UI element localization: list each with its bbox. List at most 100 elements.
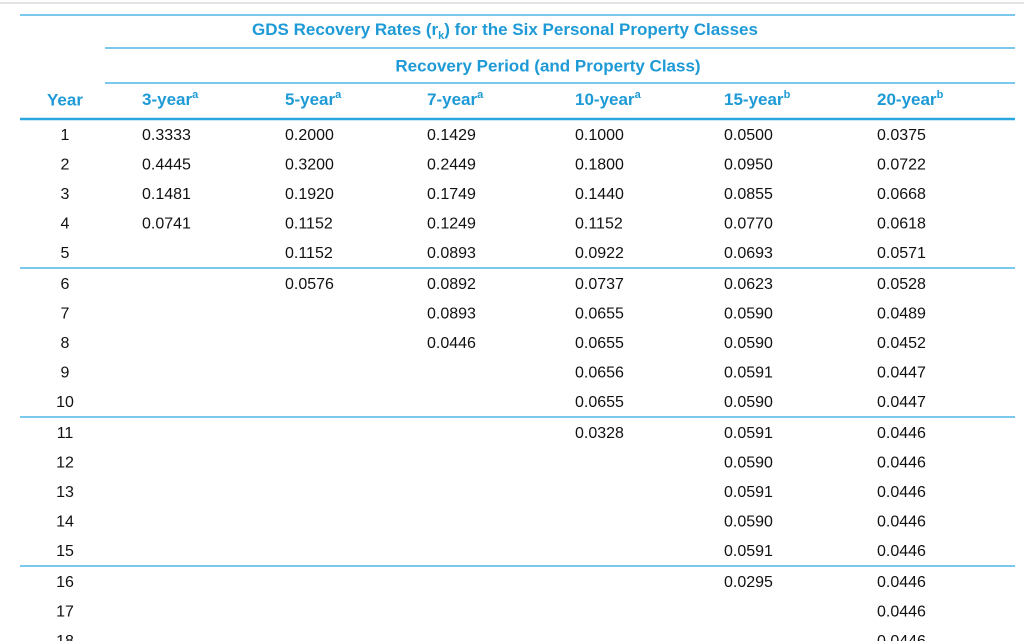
rate-cell: 0.0375	[877, 127, 926, 144]
rate-cell: 0.0489	[877, 306, 926, 323]
rate-cell: 0.1000	[575, 127, 624, 144]
year-cell: 9	[61, 364, 70, 381]
rate-cell: 0.0655	[575, 306, 624, 323]
rate-cell: 0.0446	[877, 455, 926, 472]
column-note: a	[477, 89, 484, 101]
column-note: a	[192, 89, 199, 101]
rate-cell: 0.0618	[877, 215, 926, 232]
rate-cell: 0.1440	[575, 186, 624, 203]
rate-cell: 0.0741	[142, 215, 191, 232]
rate-cell: 0.0452	[877, 335, 926, 352]
rate-cell: 0.0655	[575, 335, 624, 352]
rate-cell: 0.0446	[877, 633, 926, 641]
rate-cell: 0.0590	[724, 513, 773, 530]
rate-cell: 0.0668	[877, 186, 926, 203]
rate-cell: 0.0855	[724, 186, 773, 203]
rate-cell: 0.0446	[877, 513, 926, 530]
column-header: 20-yearb	[877, 89, 944, 110]
year-cell: 7	[61, 306, 70, 323]
rate-cell: 0.0892	[427, 276, 476, 293]
title-subscript: k	[438, 30, 445, 42]
year-cell: 1	[61, 127, 70, 144]
title-text: GDS Recovery Rates (r	[252, 20, 439, 39]
rate-cell: 0.1920	[285, 186, 334, 203]
rate-cell: 0.0656	[575, 364, 624, 381]
column-header: 5-yeara	[285, 89, 342, 110]
rate-cell: 0.0576	[285, 276, 334, 293]
rate-cell: 0.0893	[427, 245, 476, 262]
rate-cell: 0.2000	[285, 127, 334, 144]
rate-cell: 0.0591	[724, 425, 773, 442]
column-header: 7-yeara	[427, 89, 484, 110]
rate-cell: 0.0500	[724, 127, 773, 144]
rate-cell: 0.1152	[575, 215, 623, 232]
rate-cell: 0.1152	[285, 215, 333, 232]
rate-cell: 0.1481	[142, 186, 191, 203]
year-cell: 2	[61, 157, 70, 174]
year-cell: 17	[56, 604, 74, 621]
rate-cell: 0.0446	[877, 604, 926, 621]
rate-cell: 0.0737	[575, 276, 624, 293]
year-cell: 15	[56, 543, 74, 560]
rate-cell: 0.3200	[285, 157, 334, 174]
year-cell: 8	[61, 335, 70, 352]
column-note: a	[335, 89, 342, 101]
rate-cell: 0.0571	[877, 245, 926, 262]
year-cell: 6	[61, 276, 70, 293]
column-label: 10-year	[575, 90, 635, 109]
rate-cell: 0.2449	[427, 157, 476, 174]
rate-cell: 0.0770	[724, 215, 773, 232]
year-cell: 14	[56, 513, 74, 530]
column-note: a	[635, 89, 642, 101]
title-rest: ) for the Six Personal Property Classes	[444, 20, 758, 39]
rate-cell: 0.0693	[724, 245, 773, 262]
rate-cell: 0.1249	[427, 215, 476, 232]
year-cell: 5	[61, 245, 70, 262]
rate-cell: 0.0722	[877, 157, 926, 174]
column-label: 15-year	[724, 90, 784, 109]
column-label: 3-year	[142, 90, 192, 109]
rate-cell: 0.0893	[427, 306, 476, 323]
year-cell: 3	[61, 186, 70, 203]
year-cell: 11	[57, 425, 74, 442]
rate-cell: 0.0590	[724, 306, 773, 323]
column-header: 10-yeara	[575, 89, 642, 110]
rate-cell: 0.1429	[427, 127, 476, 144]
rate-cell: 0.0446	[877, 543, 926, 560]
year-cell: 4	[61, 215, 70, 232]
rate-cell: 0.0950	[724, 157, 773, 174]
rate-cell: 0.0328	[575, 425, 624, 442]
year-cell: 18	[56, 633, 74, 641]
rate-cell: 0.3333	[142, 127, 191, 144]
rate-cell: 0.0446	[427, 335, 476, 352]
rate-cell: 0.0591	[724, 364, 773, 381]
row-header: Year	[47, 90, 83, 109]
rate-cell: 0.0655	[575, 394, 624, 411]
rate-cell: 0.1152	[285, 245, 333, 262]
rate-cell: 0.0446	[877, 484, 926, 501]
rate-cell: 0.1800	[575, 157, 624, 174]
rate-cell: 0.4445	[142, 157, 191, 174]
rate-cell: 0.0591	[724, 484, 773, 501]
rate-cell: 0.0922	[575, 245, 624, 262]
rate-cell: 0.0590	[724, 394, 773, 411]
year-cell: 16	[56, 574, 74, 591]
rate-cell: 0.0446	[877, 574, 926, 591]
rate-cell: 0.0590	[724, 455, 773, 472]
year-cell: 12	[56, 455, 74, 472]
rate-cell: 0.0528	[877, 276, 926, 293]
rate-cell: 0.1749	[427, 186, 476, 203]
rate-cell: 0.0623	[724, 276, 773, 293]
rate-cell: 0.0590	[724, 335, 773, 352]
column-header: 3-yeara	[142, 89, 199, 110]
column-note: b	[784, 89, 791, 101]
column-note: b	[937, 89, 944, 101]
column-label: 7-year	[427, 90, 477, 109]
year-cell: 10	[56, 394, 74, 411]
rate-cell: 0.0295	[724, 574, 773, 591]
rate-cell: 0.0447	[877, 394, 926, 411]
table-title: GDS Recovery Rates (rk) for the Six Pers…	[252, 20, 758, 41]
year-cell: 13	[56, 484, 74, 501]
